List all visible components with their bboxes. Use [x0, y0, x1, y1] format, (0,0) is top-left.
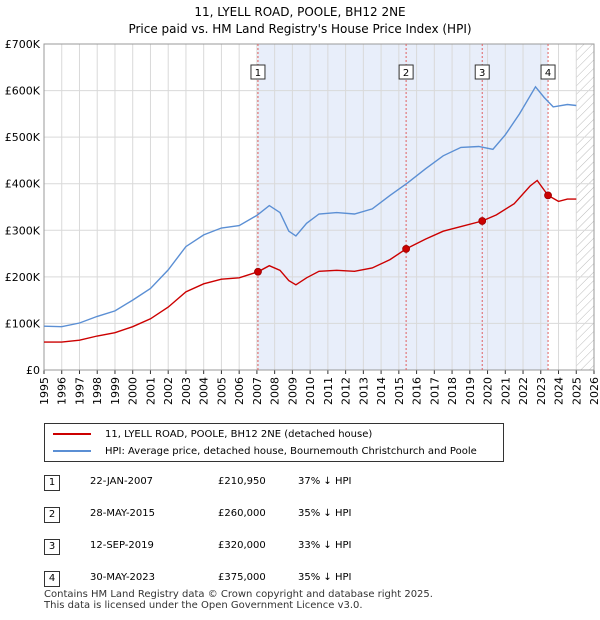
- sale-number-badge: 1: [44, 475, 60, 491]
- x-tick-label: 2012: [340, 377, 353, 405]
- x-tick-label: 2025: [570, 377, 583, 405]
- x-tick-label: 2020: [482, 377, 495, 405]
- x-tick-label: 2015: [393, 377, 406, 405]
- footer-licence: This data is licensed under the Open Gov…: [44, 600, 363, 611]
- x-tick-label: 2017: [428, 377, 441, 405]
- sale-point: [544, 191, 552, 200]
- x-tick-label: 2009: [286, 377, 299, 405]
- x-tick-label: 2014: [375, 377, 388, 405]
- sale-label-number: 3: [479, 68, 485, 79]
- y-tick-label: £700K: [5, 38, 41, 51]
- y-tick-label: £300K: [5, 224, 41, 237]
- sale-price: £260,000: [218, 508, 266, 519]
- price-chart: £0 £100K £200K £300K £400K £500K £600K £700K 199…: [5, 38, 600, 405]
- footer: Contains HM Land Registry data © Crown c…: [44, 589, 433, 611]
- y-tick-label: £500K: [5, 131, 41, 144]
- sale-hpi-diff: 35% ↓ HPI: [298, 508, 352, 519]
- legend-swatch-property: [53, 433, 91, 435]
- sale-label-box: [250, 64, 266, 80]
- legend: 11, LYELL ROAD, POOLE, BH12 2NE (detache…: [44, 423, 504, 462]
- sale-row: 4 30-MAY-2023 £375,000 35% ↓ HPI: [40, 568, 560, 588]
- sale-hpi-diff: 33% ↓ HPI: [298, 540, 352, 551]
- sale-period-shading: [257, 44, 549, 370]
- x-tick-label: 2010: [304, 377, 317, 405]
- sale-price: £320,000: [218, 540, 266, 551]
- x-tick-label: 1996: [56, 377, 69, 405]
- sale-label-box: [398, 64, 414, 80]
- property-price-line: [44, 179, 577, 343]
- x-tick-label: 1997: [73, 377, 86, 405]
- x-tick-label: 2005: [215, 377, 228, 405]
- x-tick-label: 2022: [517, 377, 530, 405]
- sale-date: 30-MAY-2023: [90, 572, 156, 583]
- sale-row: 3 12-SEP-2019 £320,000 33% ↓ HPI: [40, 536, 560, 556]
- sale-number-badge: 3: [44, 539, 60, 555]
- x-tick-label: 2000: [127, 377, 140, 405]
- x-tick-label: 2004: [198, 377, 211, 405]
- x-tick-label: 2016: [411, 377, 424, 405]
- y-tick-label: £600K: [5, 85, 41, 98]
- y-tick-label: £0: [26, 364, 40, 377]
- sale-label-number: 2: [403, 68, 409, 79]
- sale-point: [254, 267, 262, 276]
- sale-date: 22-JAN-2007: [90, 476, 154, 487]
- legend-swatch-hpi: [53, 450, 91, 452]
- x-tick-label: 1995: [38, 377, 51, 405]
- x-tick-label: 2006: [233, 377, 246, 405]
- sale-hpi-diff: 37% ↓ HPI: [298, 476, 352, 487]
- title-line-1: 11, LYELL ROAD, POOLE, BH12 2NE: [194, 5, 406, 19]
- future-hatch: [576, 44, 594, 370]
- legend-item-hpi: HPI: Average price, detached house, Bour…: [53, 443, 477, 459]
- chart-title: 11, LYELL ROAD, POOLE, BH12 2NE Price pa…: [0, 4, 600, 38]
- y-tick-label: £400K: [5, 178, 41, 191]
- sale-label-number: 4: [545, 68, 551, 79]
- y-tick-label: £200K: [5, 271, 41, 284]
- sale-hpi-diff: 35% ↓ HPI: [298, 572, 352, 583]
- x-tick-label: 2021: [499, 377, 512, 405]
- sale-price: £210,950: [218, 476, 266, 487]
- y-tick-label: £100K: [5, 317, 41, 330]
- legend-label-hpi: HPI: Average price, detached house, Bour…: [105, 445, 477, 457]
- sale-number-badge: 4: [44, 571, 60, 587]
- x-tick-label: 2019: [464, 377, 477, 405]
- x-tick-label: 2007: [251, 377, 264, 405]
- sale-price: £375,000: [218, 572, 266, 583]
- x-tick-label: 1998: [91, 377, 104, 405]
- x-tick-label: 2011: [322, 377, 335, 405]
- title-line-2: Price paid vs. HM Land Registry's House …: [128, 22, 472, 36]
- x-tick-label: 2013: [357, 377, 370, 405]
- x-tick-label: 1999: [109, 377, 122, 405]
- x-tick-label: 2018: [446, 377, 459, 405]
- sale-label-box: [474, 64, 490, 80]
- x-tick-label: 2008: [269, 377, 282, 405]
- sale-number-badge: 2: [44, 507, 60, 523]
- plot-border: [43, 43, 595, 371]
- sale-label-number: 1: [255, 68, 261, 79]
- sale-row: 1 22-JAN-2007 £210,950 37% ↓ HPI: [40, 472, 560, 492]
- sale-date: 28-MAY-2015: [90, 508, 156, 519]
- x-tick-label: 2024: [553, 377, 566, 405]
- sale-point: [478, 217, 487, 225]
- sale-point: [402, 245, 411, 253]
- legend-label-property: 11, LYELL ROAD, POOLE, BH12 2NE (detache…: [105, 428, 373, 440]
- x-tick-label: 2023: [535, 377, 548, 405]
- footer-copyright: Contains HM Land Registry data © Crown c…: [44, 589, 433, 600]
- x-tick-label: 2026: [588, 377, 600, 405]
- sale-row: 2 28-MAY-2015 £260,000 35% ↓ HPI: [40, 504, 560, 524]
- sale-date: 12-SEP-2019: [90, 540, 154, 551]
- x-tick-label: 2001: [144, 377, 157, 405]
- x-tick-label: 2002: [162, 377, 175, 405]
- legend-item-property: 11, LYELL ROAD, POOLE, BH12 2NE (detache…: [53, 426, 372, 442]
- sale-label-box: [540, 64, 556, 80]
- hpi-line: [43, 85, 577, 328]
- x-tick-label: 2003: [180, 377, 193, 405]
